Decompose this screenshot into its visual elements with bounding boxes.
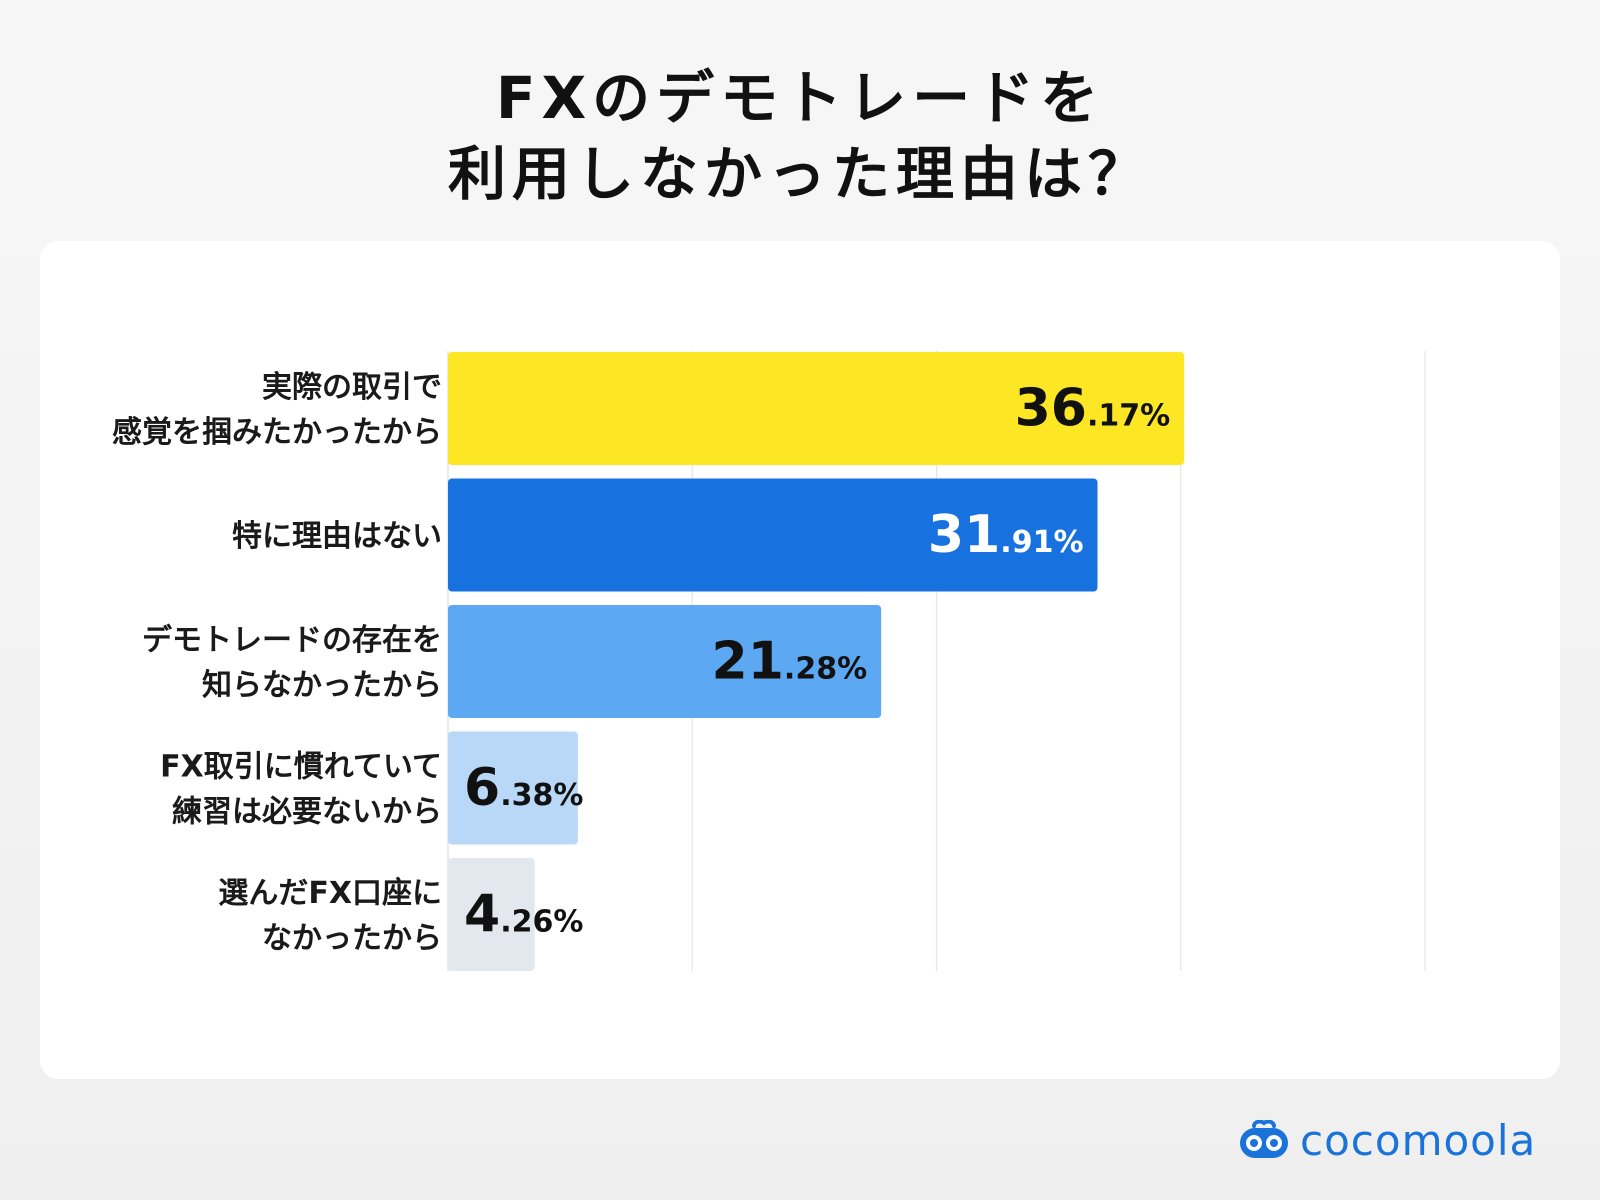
brand-logo: cocomoola — [1238, 1115, 1536, 1165]
chart-title-line-2: 利用しなかった理由は？ — [447, 140, 1152, 208]
value-label-3: 21.28% — [712, 632, 868, 692]
category-label-2-line-1: 特に理由はない — [232, 519, 442, 554]
bar-1 — [448, 352, 1185, 465]
value-label-2: 31.91% — [928, 505, 1084, 565]
category-label-5-line-1: 選んだFX口座に — [218, 876, 442, 911]
category-label-3-line-2: 知らなかったから — [202, 668, 442, 703]
bar-2 — [448, 478, 1098, 592]
category-label-4-line-2: 練習は必要ないから — [172, 795, 442, 830]
value-label-1: 36.17% — [1015, 379, 1171, 439]
cocomoola-logo-icon — [1240, 1120, 1288, 1158]
category-label-1-line-2: 感覚を掴みたかったから — [112, 415, 442, 450]
bar-3 — [448, 605, 882, 718]
chart-title: FXのデモトレードを 利用しなかった理由は？ — [0, 60, 1600, 212]
value-label-4: 6.38% — [464, 758, 583, 818]
chart-title-line-1: FXのデモトレードを — [495, 64, 1105, 132]
category-label-1-line-1: 実際の取引で — [262, 370, 442, 405]
category-label-4-line-1: FX取引に慣れていて — [160, 750, 442, 785]
value-label-5: 4.26% — [464, 885, 583, 945]
category-label-3-line-1: デモトレードの存在を — [142, 623, 442, 658]
bar-4 — [448, 731, 578, 845]
category-label-5-line-2: なかったから — [262, 921, 442, 956]
chart-card: 実際の取引で感覚を掴みたかったから 36.17% 特に理由はない 31.91% デモトレ… — [40, 241, 1560, 1079]
bar-5 — [448, 858, 535, 971]
brand-name: cocomoola — [1300, 1115, 1537, 1165]
